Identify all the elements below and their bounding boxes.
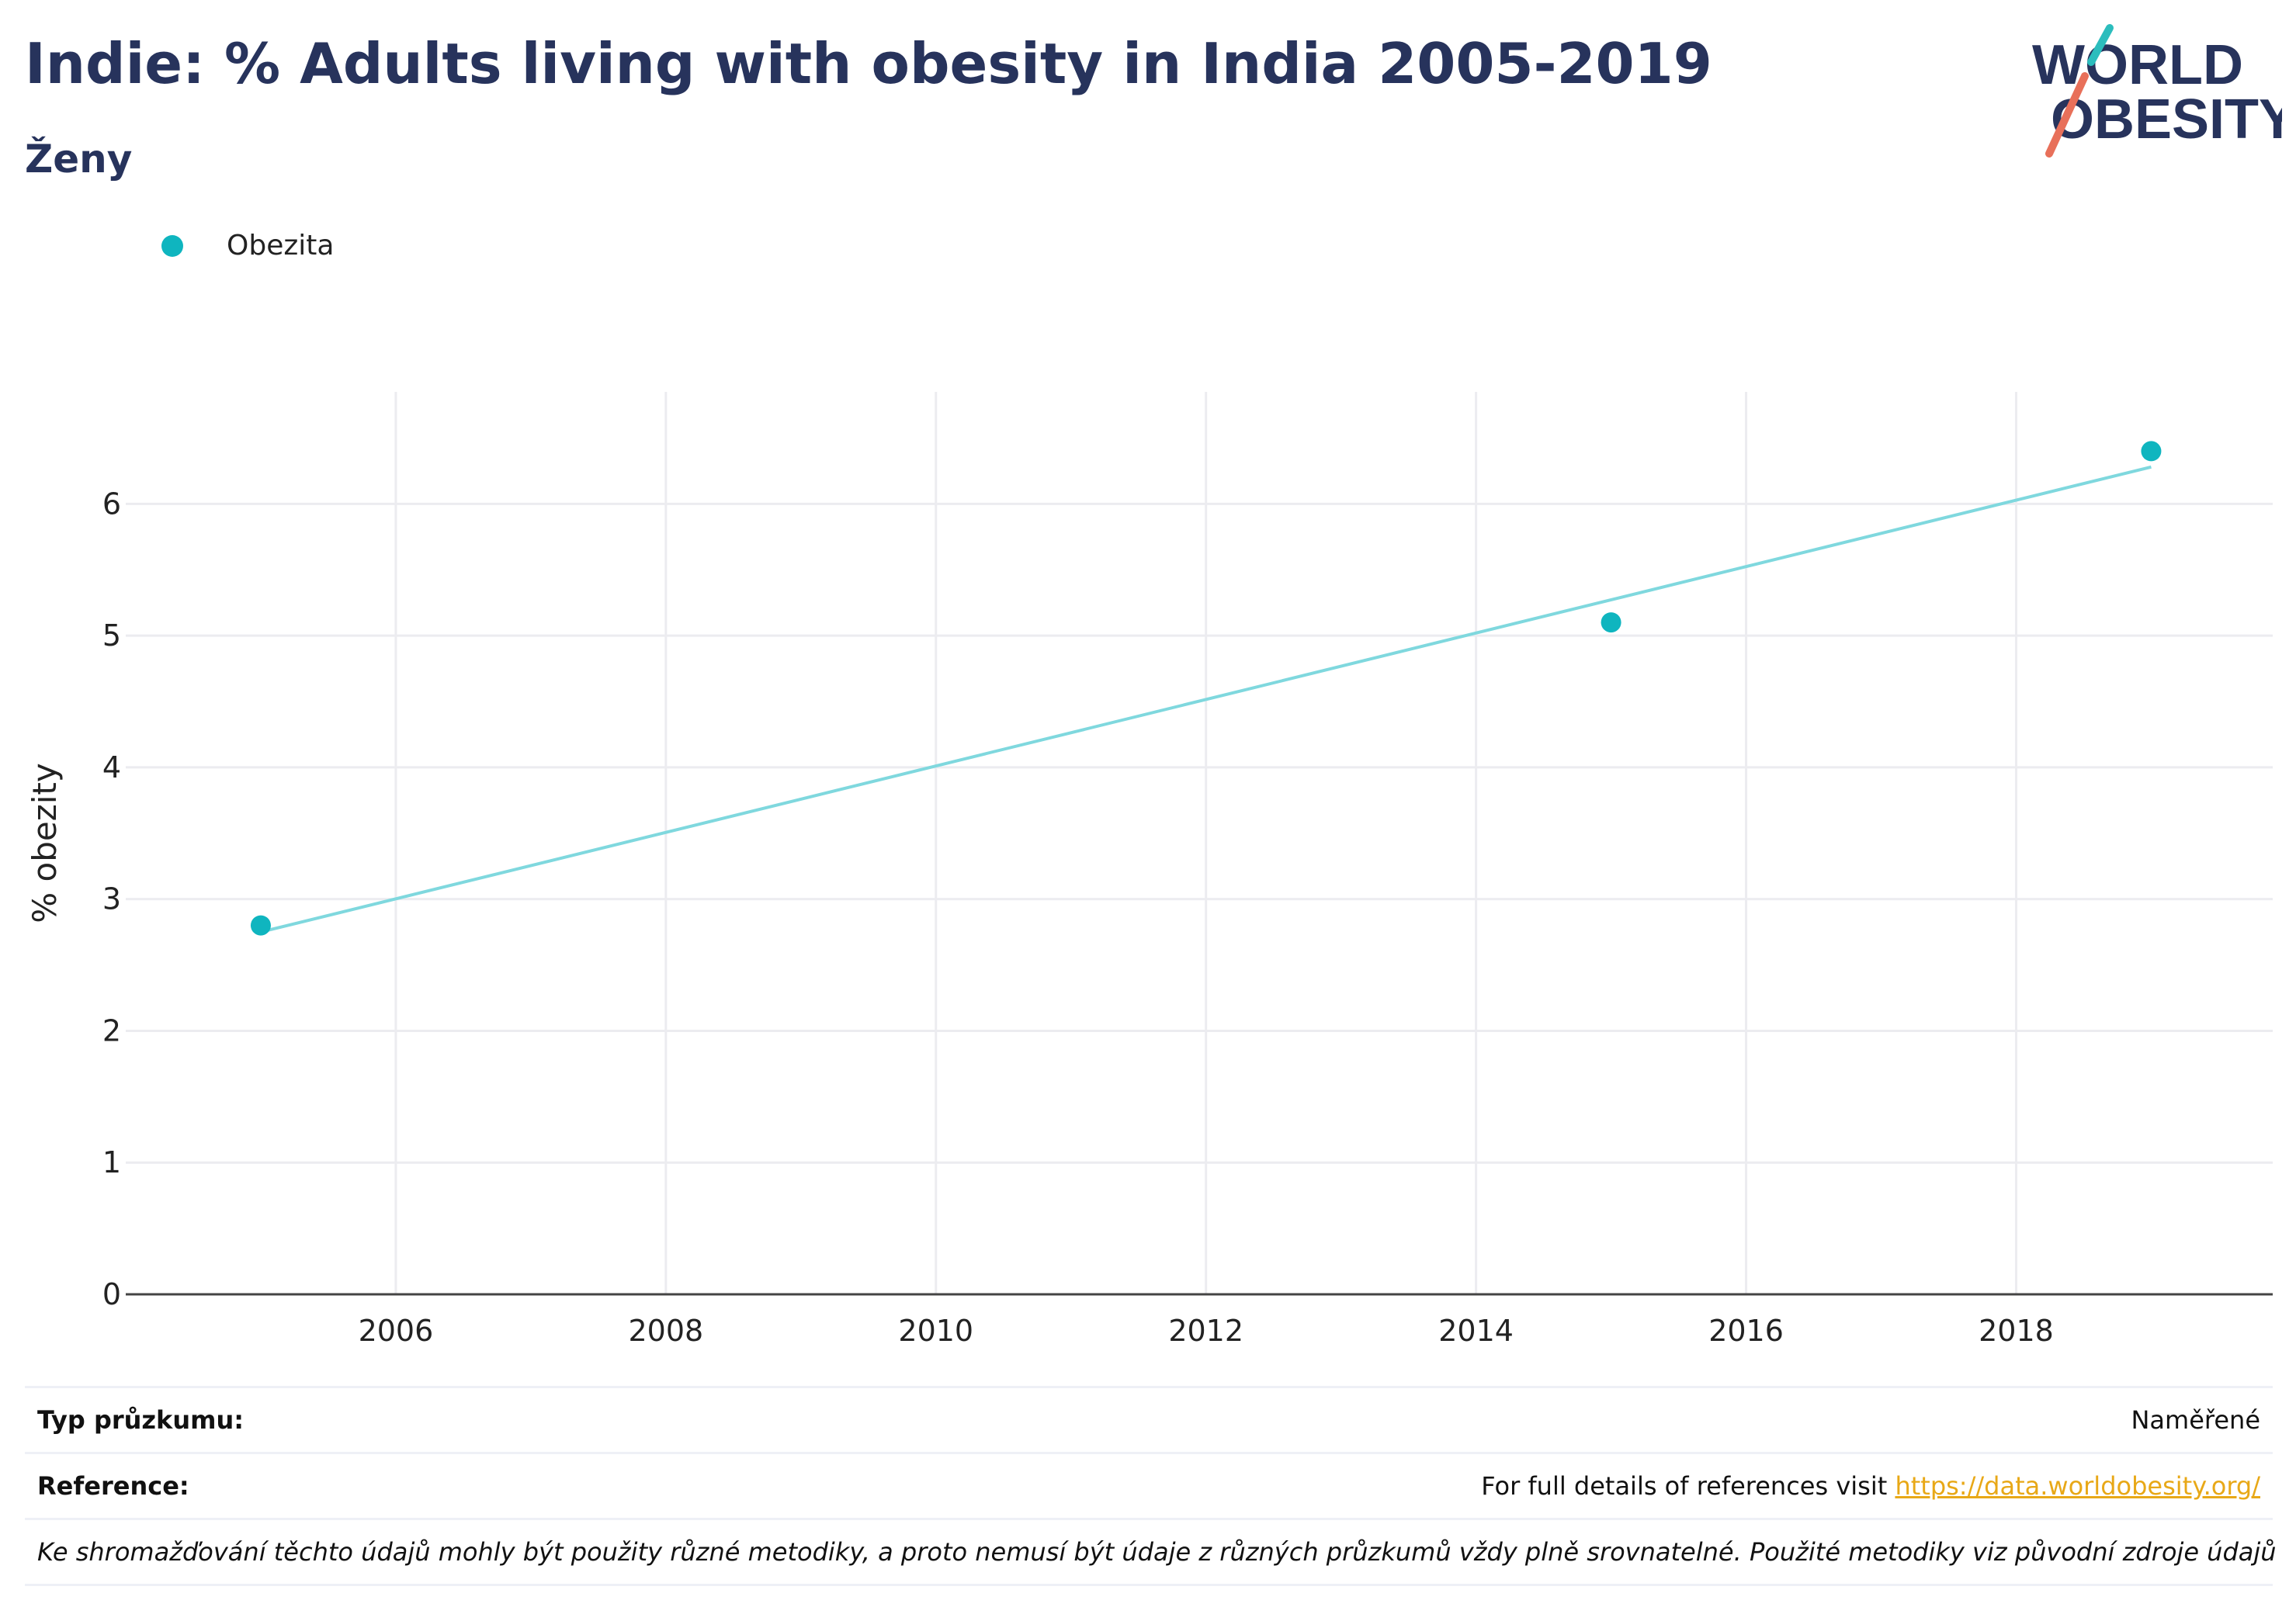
logo-slash-coral (2045, 72, 2089, 158)
y-tick-label: 5 (102, 618, 121, 653)
data-point (250, 915, 271, 936)
trend-line (260, 465, 2152, 934)
logo-text-obesity: OBESITY (2051, 88, 2282, 151)
x-tick-label: 2014 (1438, 1314, 1514, 1348)
data-point (2141, 441, 2162, 462)
y-tick-label: 2 (102, 1013, 121, 1048)
page-subtitle: Ženy (25, 137, 133, 182)
legend-marker-obezita (161, 234, 183, 257)
survey-type-label: Typ průzkumu: (37, 1405, 245, 1435)
chart-legend[interactable]: Obezita (161, 230, 334, 262)
reference-text: For full details of references visit (1481, 1471, 1888, 1501)
footer-row-reference: Reference: For full details of reference… (25, 1452, 2273, 1518)
y-tick-label: 3 (102, 882, 121, 916)
y-axis-title: % obezity (26, 763, 64, 923)
logo-slash-teal (2087, 24, 2114, 66)
world-obesity-logo: WORLD OBESITY (2032, 24, 2282, 158)
reference-value: For full details of references visit htt… (1481, 1471, 2260, 1501)
reference-label: Reference: (37, 1471, 189, 1501)
page-title: Indie: % Adults living with obesity in I… (25, 31, 1712, 96)
x-tick-label: 2018 (1979, 1314, 2054, 1348)
reference-link[interactable]: https://data.worldobesity.org/ (1895, 1471, 2260, 1501)
chart-footer: Typ průzkumu: Naměřené Reference: For fu… (25, 1386, 2277, 1586)
x-tick-label: 2012 (1168, 1314, 1243, 1348)
methodology-note: Ke shromažďování těchto údajů mohly být … (25, 1518, 2277, 1586)
x-tick-label: 2006 (359, 1314, 434, 1348)
x-tick-label: 2010 (898, 1314, 973, 1348)
legend-label-obezita: Obezita (227, 230, 335, 262)
footer-row-survey-type: Typ průzkumu: Naměřené (25, 1388, 2273, 1452)
y-tick-label: 4 (102, 750, 121, 785)
x-tick-label: 2016 (1708, 1314, 1784, 1348)
scatter-chart: 2006 2008 2010 2012 2014 2016 2018 0 1 2 3 4 5 6 % obe… (26, 392, 2273, 1348)
y-tick-label: 6 (102, 487, 121, 521)
y-tick-label: 0 (102, 1277, 121, 1311)
survey-type-value: Naměřené (2131, 1405, 2260, 1435)
data-point (1601, 612, 1621, 633)
x-tick-label: 2008 (628, 1314, 703, 1348)
y-tick-label: 1 (102, 1145, 121, 1179)
logo-text-world: WORLD (2032, 34, 2243, 96)
